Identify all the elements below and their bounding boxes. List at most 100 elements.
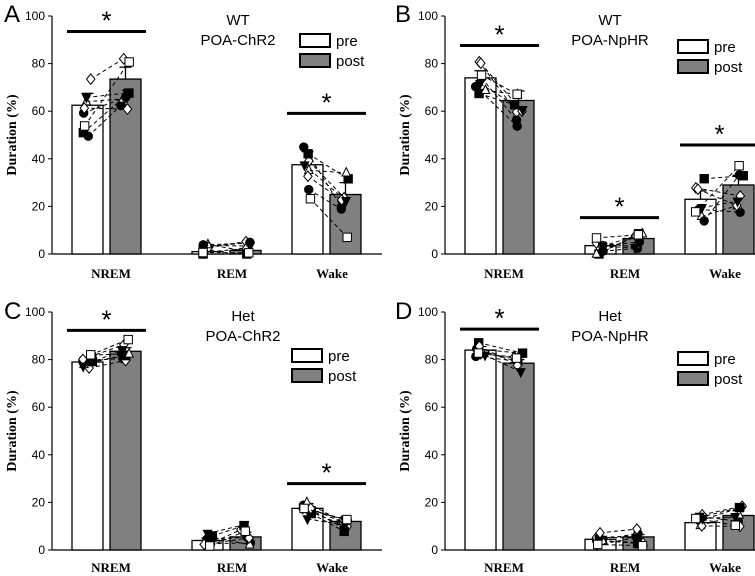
subject-line: [307, 518, 346, 526]
subject-line: [479, 345, 518, 366]
subject-line: [701, 200, 738, 209]
category-label: REM: [610, 266, 640, 281]
subject-line: [90, 58, 124, 80]
subject-point-pre: [299, 503, 309, 514]
subject-line: [310, 507, 344, 524]
subject-point-post: [124, 57, 134, 67]
subject-line: [84, 107, 128, 110]
subject-point-post: [511, 353, 522, 363]
subject-point-pre: [304, 184, 314, 195]
subject-point-post: [244, 248, 254, 258]
chart-title: Het: [231, 308, 255, 325]
subject-point-post: [732, 197, 743, 208]
subject-line: [602, 245, 636, 249]
subject-line: [701, 205, 738, 217]
subject-line: [308, 169, 347, 174]
subject-point-pre: [79, 121, 90, 131]
subject-point-pre: [591, 233, 602, 243]
bar-post: [722, 514, 755, 551]
y-tick-label: 60: [425, 400, 439, 414]
category-label: NREM: [484, 560, 524, 575]
subject-line: [308, 160, 345, 199]
significance-star: *: [494, 303, 504, 333]
subject-point-pre: [205, 541, 215, 551]
y-tick-label: 40: [32, 152, 46, 166]
subject-point-pre: [691, 513, 701, 524]
y-axis-label: Duration (%): [5, 94, 20, 176]
subject-line: [602, 241, 640, 247]
subject-line: [311, 513, 345, 532]
category-label: REM: [217, 560, 247, 575]
panel-letter: A: [4, 1, 20, 28]
subject-point-pre: [696, 519, 707, 532]
y-tick-label: 20: [32, 199, 46, 213]
subject-point-pre: [480, 83, 491, 94]
subject-line: [87, 105, 122, 137]
subject-point-post: [511, 115, 522, 125]
subject-line: [207, 524, 245, 534]
subject-point-post: [629, 244, 641, 255]
subject-line: [84, 61, 130, 127]
subject-point-pre: [473, 348, 484, 358]
subject-point-post: [342, 514, 352, 525]
significance-star: *: [494, 20, 504, 50]
subject-point-post: [517, 105, 528, 117]
subject-line: [303, 146, 342, 208]
subject-line: [702, 516, 736, 520]
legend-label-pre: pre: [714, 39, 736, 56]
significance-star: *: [321, 458, 331, 488]
panel-a: A WT POA-ChR2 0 20 40 60 80 100 Duration (%) NREM R…: [4, 1, 382, 281]
subject-point-pre: [202, 529, 213, 540]
subject-point-post: [244, 538, 255, 549]
panel-b: B WT POA-NpHR 0 20 40 60 80 100 Duration (%) NREM R…: [395, 1, 755, 281]
y-tick-label: 40: [425, 152, 439, 166]
y-tick-label: 20: [425, 199, 439, 213]
legend-label-post: post: [714, 371, 743, 388]
legend-label-post: post: [336, 53, 365, 70]
legend-swatch-pre: [299, 33, 331, 48]
subject-line: [86, 98, 124, 103]
y-tick-label: 20: [32, 495, 46, 509]
subject-point-pre: [85, 73, 96, 86]
y-tick-label: 80: [425, 353, 439, 367]
legend-label-pre: pre: [328, 348, 350, 365]
legend-swatch-post: [677, 59, 709, 74]
subject-point-pre: [474, 79, 486, 90]
subject-point-post: [512, 89, 522, 99]
y-axis-label: Duration (%): [398, 94, 413, 176]
category-label: Wake: [316, 266, 348, 281]
subject-point-post: [637, 541, 648, 551]
subject-line: [485, 89, 518, 95]
subject-line: [703, 174, 740, 222]
subject-point-pre: [86, 350, 96, 360]
y-tick-label: 80: [32, 353, 46, 367]
subject-line: [91, 353, 122, 356]
legend-label-post: post: [328, 368, 357, 385]
subject-line: [478, 93, 515, 106]
subject-point-pre: [81, 93, 92, 104]
y-axis-label: Duration (%): [5, 390, 20, 472]
legend-swatch-post: [677, 371, 709, 386]
subject-point-pre: [299, 161, 310, 172]
subject-point-pre: [597, 242, 608, 253]
subject-line: [702, 516, 739, 522]
subject-point-pre: [199, 241, 210, 252]
significance-star: *: [714, 119, 724, 149]
legend: pre post: [677, 351, 743, 388]
y-tick-label: 80: [425, 57, 439, 71]
subject-line: [83, 96, 126, 114]
legend-label-post: post: [714, 59, 743, 76]
subject-point-post: [734, 170, 744, 180]
chart-title: POA-NpHR: [571, 32, 649, 49]
legend-label-pre: pre: [336, 33, 358, 50]
subject-line: [481, 77, 517, 121]
subject-point-pre: [593, 539, 603, 550]
y-tick-label: 100: [418, 9, 438, 23]
subject-point-post: [342, 232, 352, 243]
panel-c: C Het POA-ChR2 0 20 40 60 80 100 Duration (%) NREM…: [4, 298, 382, 575]
subject-point-post: [118, 52, 129, 65]
y-tick-label: 100: [418, 305, 438, 319]
subject-point-pre: [595, 526, 605, 539]
chart-title: Het: [598, 308, 622, 325]
subject-point-post: [336, 204, 347, 214]
